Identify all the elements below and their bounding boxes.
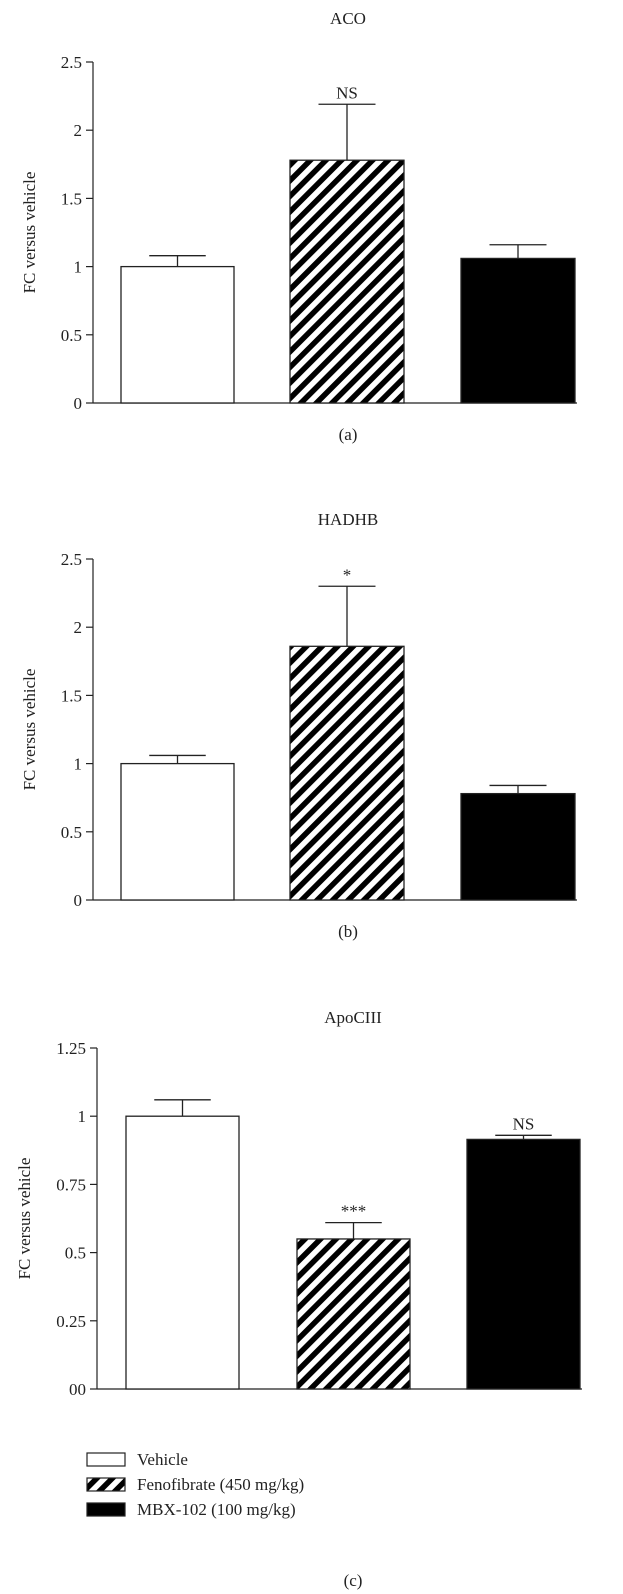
y-tick-label: 1.25 [56, 1039, 86, 1058]
legend-label: Vehicle [137, 1450, 188, 1469]
y-tick-label: 0 [74, 394, 83, 413]
panel-label: (c) [344, 1571, 363, 1590]
y-axis-label: FC versus vehicle [20, 172, 39, 294]
y-tick-label: 1 [74, 258, 83, 277]
y-axis-label: FC versus vehicle [20, 669, 39, 791]
legend: Vehicle Fenofibrate (450 mg/kg) MBX-102 (1… [86, 1450, 304, 1519]
bar-fenofibrate [296, 1238, 411, 1390]
y-tick-label: 2.5 [61, 550, 82, 569]
chart-title: ApoCIII [324, 1008, 382, 1027]
y-axis-label: FC versus vehicle [15, 1158, 34, 1280]
charts-group: ACO 0 0.5 1 1.5 2 2.5 FC versus vehicle NS (a) HAD… [15, 9, 582, 1590]
y-tick-label: 0 [74, 891, 83, 910]
y-tick-label: 1 [78, 1107, 87, 1126]
legend-swatch-2 [86, 1477, 126, 1492]
y-tick-label: 1 [74, 755, 83, 774]
bar-vehicle [125, 1115, 240, 1390]
bar-fenofibrate [289, 159, 405, 404]
y-tick-label: 0.75 [56, 1175, 86, 1194]
y-tick-label: 2 [74, 121, 83, 140]
y-tick-label: 2.5 [61, 53, 82, 72]
bar-mbx-102 [460, 257, 576, 404]
y-tick-label: 0.5 [65, 1244, 86, 1263]
legend-swatch-3 [86, 1502, 126, 1517]
bar-vehicle [120, 762, 235, 901]
panel-label: (a) [339, 425, 358, 444]
y-tick-label: 0.5 [61, 326, 82, 345]
legend-label: Fenofibrate (450 mg/kg) [137, 1475, 304, 1494]
significance-label: NS [336, 83, 358, 102]
bar-mbx-102 [460, 792, 576, 901]
panel-label: (b) [338, 922, 358, 941]
significance-label: NS [513, 1114, 535, 1133]
bar-vehicle [120, 265, 235, 404]
legend-label: MBX-102 (100 mg/kg) [137, 1500, 296, 1519]
bar-fenofibrate [289, 645, 405, 901]
chart-panel-1: ACO 0 0.5 1 1.5 2 2.5 FC versus vehicle NS (a) [20, 9, 577, 444]
chart-panel-2: HADHB 0 0.5 1 1.5 2 2.5 FC versus vehicle * (b) [20, 510, 577, 941]
y-tick-label: 0.5 [61, 823, 82, 842]
chart-panel-3: ApoCIII 00 0.25 0.5 0.75 1 1.25 FC versus vehic… [15, 1008, 582, 1590]
y-tick-label: 1.5 [61, 686, 82, 705]
significance-label: * [343, 565, 352, 584]
y-tick-label: 2 [74, 618, 83, 637]
legend-swatch-1 [86, 1452, 126, 1467]
chart-title: ACO [330, 9, 366, 28]
y-tick-label: 1.5 [61, 189, 82, 208]
y-tick-label: 0.25 [56, 1312, 86, 1331]
bar-mbx-102 [466, 1138, 581, 1390]
significance-label: *** [341, 1202, 367, 1221]
chart-title: HADHB [318, 510, 378, 529]
y-tick-label: 00 [69, 1380, 86, 1399]
